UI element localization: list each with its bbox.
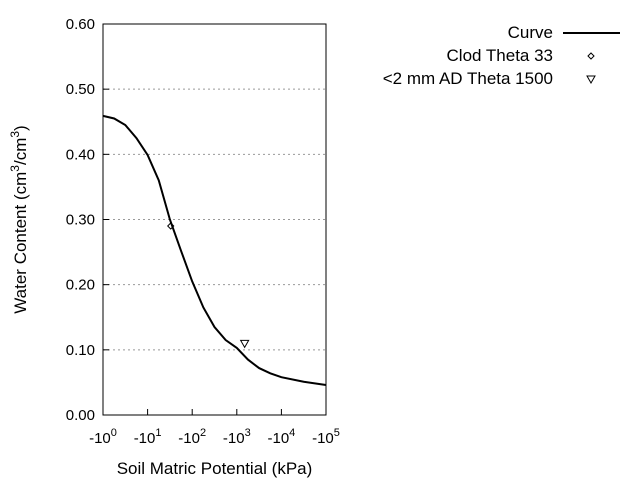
x-tick-label: -105	[312, 427, 340, 447]
y-tick-label: 0.00	[66, 407, 95, 424]
legend-triangle-down-marker	[586, 75, 596, 85]
legend-label: <2 mm AD Theta 1500	[383, 69, 553, 88]
y-tick-label: 0.40	[66, 146, 95, 163]
x-tick-label: -103	[223, 427, 251, 447]
x-tick-label: -101	[134, 427, 162, 447]
y-tick-label: 0.30	[66, 212, 95, 229]
triangle-down-marker	[239, 339, 250, 349]
x-axis-label: Soil Matric Potential (kPa)	[117, 459, 313, 478]
diamond-marker	[167, 222, 175, 230]
legend-label: Curve	[508, 23, 553, 42]
y-tick-label: 0.20	[66, 277, 95, 294]
curve-line	[102, 114, 327, 387]
legend-label: Clod Theta 33	[447, 46, 553, 65]
legend-diamond-marker	[587, 52, 595, 60]
y-axis-label: Water Content (cm3/cm3)	[8, 125, 30, 313]
plot-frame	[102, 23, 327, 416]
y-tick-label: 0.60	[66, 16, 95, 33]
x-tick-label: -100	[89, 427, 117, 447]
y-tick-label: 0.10	[66, 342, 95, 359]
x-tick-label: -104	[267, 427, 295, 447]
y-tick-label: 0.50	[66, 81, 95, 98]
x-tick-label: -102	[178, 427, 206, 447]
